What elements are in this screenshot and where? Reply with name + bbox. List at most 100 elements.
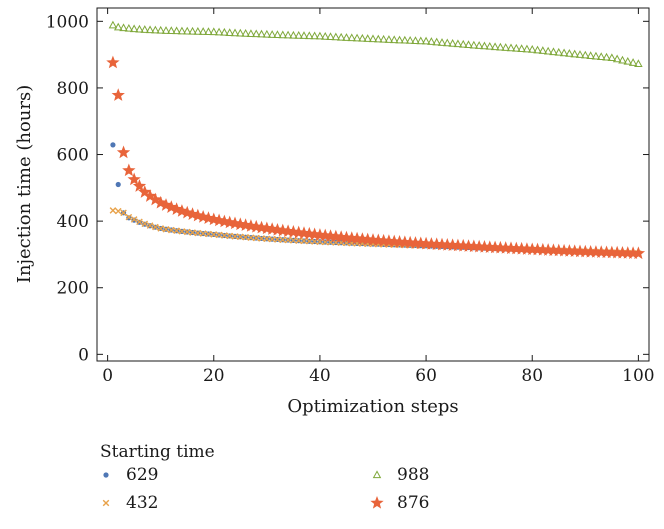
data-point-876: [578, 244, 592, 258]
data-point-876: [445, 238, 460, 251]
data-point-432: [231, 233, 239, 240]
data-point-988: [458, 39, 468, 48]
data-point-432: [284, 236, 292, 244]
y-tick-label: 200: [57, 279, 89, 299]
data-point-988: [124, 23, 134, 32]
legend-label-629: 629: [126, 465, 158, 485]
data-point-876: [456, 238, 470, 252]
data-point-876: [403, 235, 417, 249]
data-point-876: [175, 204, 189, 217]
legend-item-876: 876: [370, 493, 429, 513]
legend-title: Starting time: [100, 442, 215, 462]
data-point-988: [501, 43, 510, 51]
data-point-876: [509, 241, 523, 255]
data-point-876: [154, 195, 168, 209]
data-point-876: [424, 237, 439, 250]
data-point-432: [290, 237, 297, 244]
data-point-876: [546, 243, 561, 257]
data-point-988: [443, 38, 452, 47]
data-point-988: [464, 40, 473, 49]
data-point-988: [267, 30, 277, 38]
data-point-876: [164, 200, 178, 213]
data-point-988: [352, 33, 362, 42]
data-point-876: [536, 242, 550, 256]
data-point-988: [618, 55, 627, 64]
data-point-988: [315, 31, 325, 40]
data-point-988: [448, 38, 457, 47]
data-point-876: [414, 236, 428, 250]
data-point-988: [395, 35, 404, 44]
data-point-988: [538, 46, 548, 54]
data-point-876: [435, 237, 449, 251]
data-point-988: [363, 34, 372, 42]
data-point-988: [342, 33, 351, 41]
data-point-988: [225, 28, 234, 36]
data-point-988: [549, 47, 558, 56]
data-point-988: [198, 27, 208, 35]
data-point-876: [626, 246, 640, 259]
data-point-432: [130, 216, 138, 223]
data-point-432: [221, 232, 228, 239]
data-point-988: [220, 27, 229, 36]
x-tick-label: 20: [203, 366, 225, 386]
data-point-432: [237, 233, 244, 241]
data-point-988: [167, 26, 176, 35]
data-point-988: [108, 20, 118, 29]
data-point-988: [294, 31, 303, 39]
data-point-988: [145, 25, 155, 34]
data-point-988: [575, 50, 585, 58]
data-point-876: [583, 244, 598, 258]
data-point-432: [146, 222, 154, 229]
data-point-988: [305, 31, 314, 40]
legend-item-629: 629: [103, 465, 158, 485]
data-point-988: [209, 27, 219, 36]
legend-marker-629: [103, 472, 109, 478]
data-point-988: [113, 22, 123, 31]
data-point-876: [430, 237, 444, 251]
data-point-876: [106, 55, 120, 69]
data-point-876: [520, 242, 534, 255]
data-point-432: [152, 223, 159, 231]
data-point-988: [416, 36, 426, 45]
data-point-988: [533, 45, 542, 54]
data-point-432: [215, 231, 223, 239]
y-tick-label: 0: [78, 345, 89, 365]
data-point-876: [148, 192, 163, 206]
data-point-988: [586, 51, 595, 59]
data-point-988: [634, 59, 643, 68]
data-point-876: [122, 163, 136, 177]
data-point-876: [514, 241, 529, 255]
data-point-988: [129, 24, 139, 33]
data-point-988: [411, 36, 420, 44]
data-point-876: [392, 235, 407, 248]
data-point-876: [621, 246, 635, 259]
data-point-988: [400, 35, 410, 44]
data-point-876: [382, 234, 396, 247]
data-point-432: [263, 235, 271, 243]
data-point-432: [120, 209, 127, 217]
data-point-432: [157, 225, 164, 232]
data-point-876: [610, 245, 624, 259]
series-988: [108, 20, 643, 68]
data-point-432: [109, 207, 117, 214]
data-point-988: [527, 44, 537, 53]
data-point-988: [156, 25, 165, 34]
data-point-988: [368, 34, 378, 43]
data-point-988: [251, 29, 261, 38]
data-point-432: [199, 230, 207, 237]
data-point-988: [135, 24, 144, 33]
data-point-876: [615, 245, 630, 259]
legend-marker-432: [102, 499, 110, 507]
data-point-988: [161, 26, 171, 34]
data-point-432: [279, 236, 287, 244]
data-point-988: [336, 32, 346, 41]
data-point-876: [483, 240, 497, 253]
data-point-876: [159, 198, 173, 211]
x-tick-label: 0: [102, 366, 113, 386]
legend-item-988: 988: [372, 465, 429, 485]
data-point-876: [530, 242, 545, 256]
legend-item-432: 432: [102, 493, 158, 513]
data-point-876: [599, 245, 614, 259]
